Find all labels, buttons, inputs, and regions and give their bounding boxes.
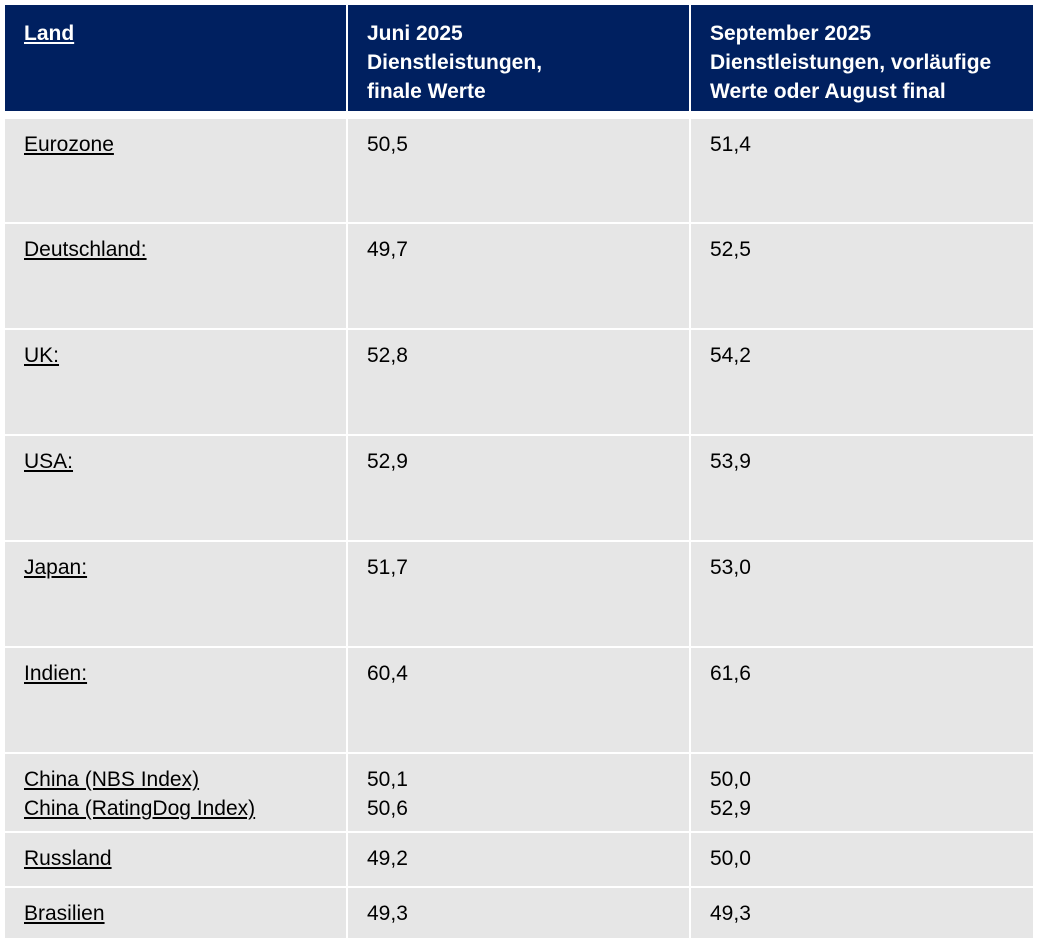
table-cell: 53,9: [691, 436, 1033, 540]
table-cell: 49,3: [348, 888, 689, 938]
header-cell: Land: [5, 5, 346, 111]
cell-text: UK:: [24, 344, 60, 367]
cell-text: USA:: [24, 450, 74, 473]
cell-text: 54,2: [710, 344, 751, 367]
cell-text: 49,3: [710, 902, 751, 925]
cell-text: Indien:: [24, 662, 88, 685]
table-cell: China (NBS Index) China (RatingDog Index): [5, 754, 346, 831]
table-cell: 53,0: [691, 542, 1033, 646]
cell-text: 51,4: [710, 133, 751, 156]
cell-text: 49,7: [367, 238, 408, 261]
cell-text: China (RatingDog Index): [24, 797, 256, 820]
table-cell: 54,2: [691, 330, 1033, 434]
table-cell: 52,9: [348, 436, 689, 540]
table-cell: 61,6: [691, 648, 1033, 752]
cell-text: finale Werte: [367, 80, 486, 103]
table-cell: Eurozone: [5, 119, 346, 222]
cell-text: Brasilien: [24, 902, 105, 925]
cell-text: 53,9: [710, 450, 751, 473]
table-cell: Japan:: [5, 542, 346, 646]
table-cell: 51,4: [691, 119, 1033, 222]
cell-text: September 2025: [710, 22, 872, 45]
cell-text: Dienstleistungen,: [367, 51, 543, 74]
table-cell: 60,4: [348, 648, 689, 752]
cell-text: Dienstleistungen, vorläufige: [710, 51, 992, 74]
cell-text: Deutschland:: [24, 238, 147, 261]
table-cell: 50,1 50,6: [348, 754, 689, 831]
header-cell: September 2025 Dienstleistungen, vorläufi…: [691, 5, 1033, 111]
cell-text: Russland: [24, 847, 112, 870]
table-cell: Russland: [5, 833, 346, 886]
cell-text: 52,5: [710, 238, 751, 261]
cell-text: Land: [24, 22, 75, 45]
table-cell: 49,7: [348, 224, 689, 328]
cell-text: China (NBS Index): [24, 768, 200, 791]
cell-text: 50,6: [367, 797, 408, 820]
cell-text: 52,8: [367, 344, 408, 367]
cell-text: 50,5: [367, 133, 408, 156]
table-cell: 51,7: [348, 542, 689, 646]
table-cell: 50,5: [348, 119, 689, 222]
cell-text: 50,0: [710, 768, 751, 791]
cell-text: 52,9: [367, 450, 408, 473]
table-cell: USA:: [5, 436, 346, 540]
cell-text: 50,1: [367, 768, 408, 791]
table-cell: 52,8: [348, 330, 689, 434]
table-cell: 49,2: [348, 833, 689, 886]
cell-text: Juni 2025: [367, 22, 463, 45]
table-cell: Indien:: [5, 648, 346, 752]
table-cell: Brasilien: [5, 888, 346, 938]
cell-text: 50,0: [710, 847, 751, 870]
header-cell: Juni 2025 Dienstleistungen, finale Werte: [348, 5, 689, 111]
table-cell: 50,0: [691, 833, 1033, 886]
table-cell: Deutschland:: [5, 224, 346, 328]
cell-text: Werte oder August final: [710, 80, 946, 103]
cell-text: 52,9: [710, 797, 751, 820]
cell-text: 49,2: [367, 847, 408, 870]
table-cell: 49,3: [691, 888, 1033, 938]
cell-text: 60,4: [367, 662, 408, 685]
table-cell: UK:: [5, 330, 346, 434]
cell-text: 61,6: [710, 662, 751, 685]
cell-text: Eurozone: [24, 133, 114, 156]
cell-text: 49,3: [367, 902, 408, 925]
cell-text: 53,0: [710, 556, 751, 579]
cell-text: Japan:: [24, 556, 88, 579]
table-cell: 52,5: [691, 224, 1033, 328]
table-cell: 50,0 52,9: [691, 754, 1033, 831]
cell-text: 51,7: [367, 556, 408, 579]
